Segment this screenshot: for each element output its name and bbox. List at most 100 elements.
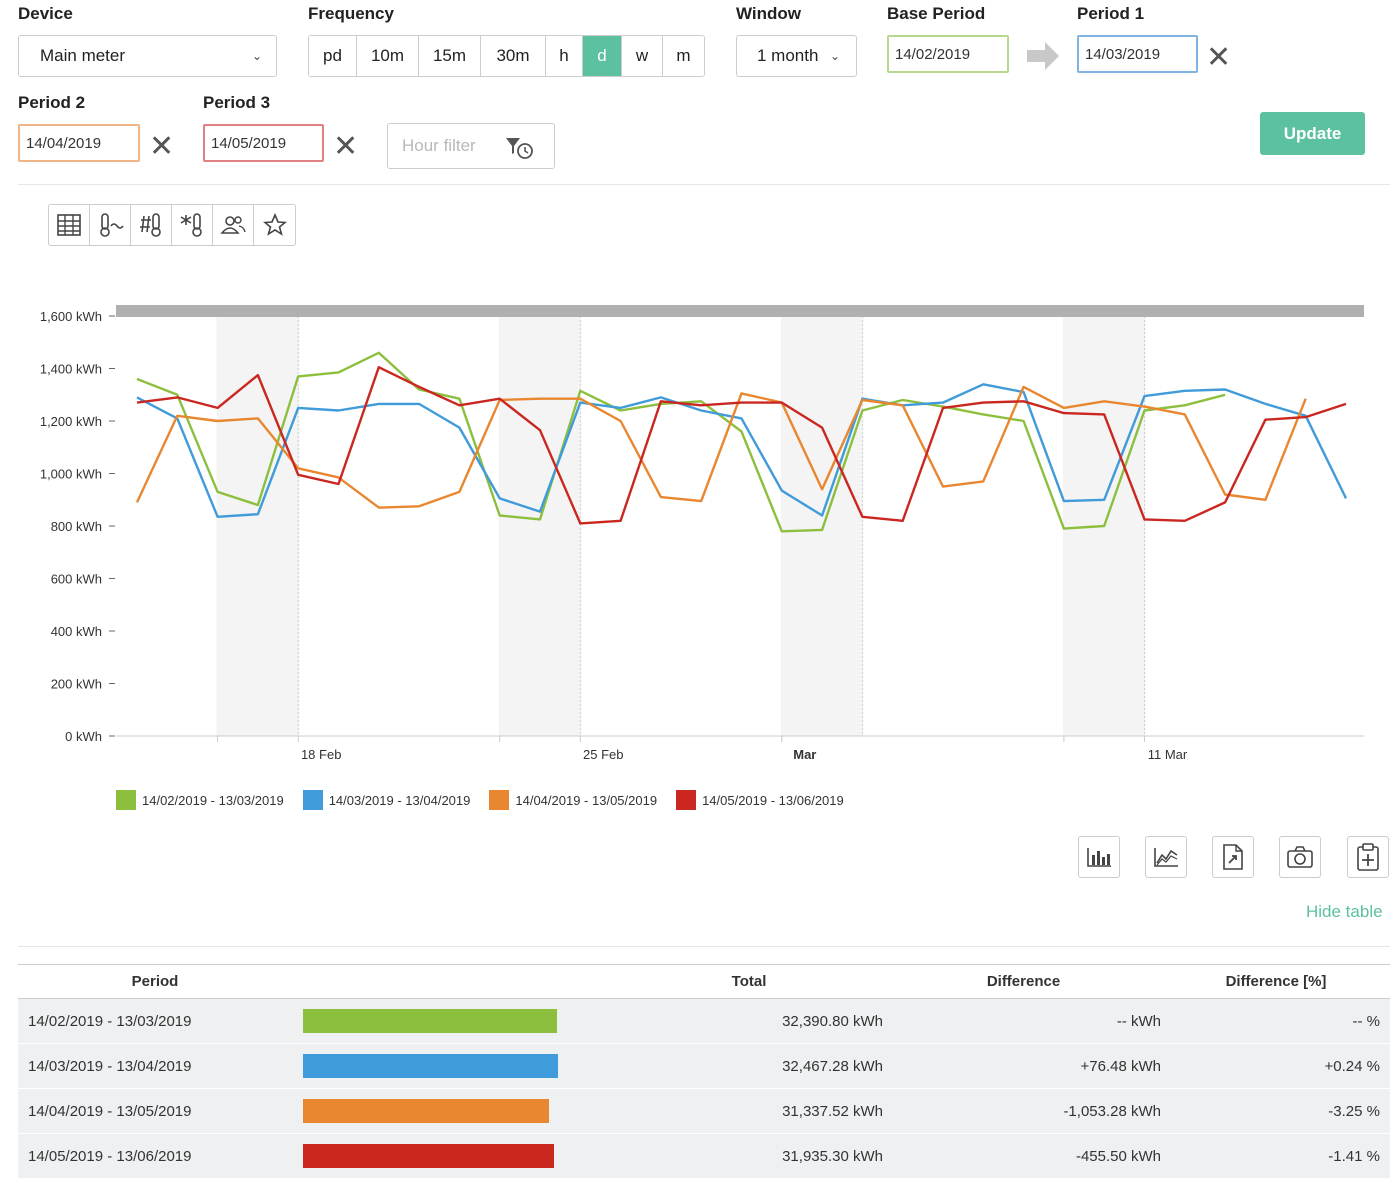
legend-label: 14/04/2019 - 13/05/2019 bbox=[515, 792, 658, 808]
bar-cell bbox=[292, 1043, 564, 1089]
clear-period3-icon[interactable]: ✕ bbox=[333, 130, 359, 163]
total-bar bbox=[303, 1054, 558, 1078]
period2-input[interactable]: 14/04/2019 bbox=[18, 124, 140, 162]
y-tick-label: 800 kWh bbox=[51, 519, 102, 534]
legend-swatch bbox=[489, 790, 510, 810]
table-row: 14/05/2019 - 13/06/2019 31,935.30 kWh -455… bbox=[18, 1133, 1390, 1179]
y-tick-label: 1,400 kWh bbox=[40, 362, 102, 377]
y-tick-label: 1,200 kWh bbox=[40, 414, 102, 429]
difference-pct-header: Difference [%] bbox=[1162, 964, 1390, 999]
hour-filter-placeholder: Hour filter bbox=[402, 136, 476, 155]
table-row: 14/03/2019 - 13/04/2019 32,467.28 kWh +76.… bbox=[18, 1043, 1390, 1089]
device-select[interactable]: Main meter ⌄ bbox=[18, 35, 277, 77]
y-tick-label: 1,600 kWh bbox=[40, 309, 102, 324]
total-cell: 32,390.80 kWh bbox=[564, 998, 885, 1044]
update-button[interactable]: Update bbox=[1260, 112, 1365, 155]
total-cell: 31,337.52 kWh bbox=[564, 1088, 885, 1134]
bar-chart-icon[interactable] bbox=[1078, 836, 1120, 878]
divider bbox=[18, 946, 1390, 947]
frequency-option-10m[interactable]: 10m bbox=[357, 36, 419, 76]
frequency-option-h[interactable]: h bbox=[546, 36, 583, 76]
table-row: 14/02/2019 - 13/03/2019 32,390.80 kWh -- k… bbox=[18, 998, 1390, 1044]
camera-icon[interactable] bbox=[1279, 836, 1321, 878]
frequency-option-w[interactable]: w bbox=[622, 36, 663, 76]
clipboard-add-icon[interactable] bbox=[1347, 836, 1389, 878]
x-tick-label: 18 Feb bbox=[301, 747, 341, 762]
frost-temperature-icon[interactable] bbox=[172, 205, 213, 245]
consumption-chart: 0 kWh 200 kWh 400 kWh 600 kWh 800 kWh 1,000 k… bbox=[40, 305, 1364, 762]
y-tick-label: 400 kWh bbox=[51, 624, 102, 639]
difference-header: Difference bbox=[885, 964, 1162, 999]
difference-pct-cell: -3.25 % bbox=[1162, 1088, 1390, 1134]
difference-cell: -1,053.28 kWh bbox=[885, 1088, 1162, 1134]
difference-pct-cell: +0.24 % bbox=[1162, 1043, 1390, 1089]
comparison-table: Period Total Difference Difference [%] 1… bbox=[18, 964, 1390, 1179]
chevron-down-icon: ⌄ bbox=[251, 49, 262, 63]
line-chart-icon[interactable] bbox=[1145, 836, 1187, 878]
legend-label: 14/03/2019 - 13/04/2019 bbox=[328, 792, 471, 808]
chevron-down-icon: ⌄ bbox=[829, 49, 840, 63]
favorite-star-icon[interactable] bbox=[254, 205, 295, 245]
x-tick-label: 11 Mar bbox=[1148, 747, 1188, 762]
device-value: Main meter bbox=[40, 46, 126, 65]
bar-header bbox=[292, 964, 564, 999]
period1-input[interactable]: 14/03/2019 bbox=[1077, 35, 1198, 73]
hour-filter-input[interactable]: Hour filter bbox=[387, 123, 555, 169]
table-icon[interactable] bbox=[49, 205, 90, 245]
clear-period1-icon[interactable]: ✕ bbox=[1206, 41, 1232, 74]
occupancy-icon[interactable] bbox=[213, 205, 254, 245]
hide-table-link[interactable]: Hide table bbox=[1306, 902, 1383, 921]
divider bbox=[18, 184, 1390, 185]
arrow-right-icon bbox=[1027, 42, 1059, 70]
frequency-option-30m[interactable]: 30m bbox=[481, 36, 546, 76]
total-cell: 32,467.28 kWh bbox=[564, 1043, 885, 1089]
x-tick-label: Mar bbox=[793, 747, 816, 762]
period-cell: 14/04/2019 - 13/05/2019 bbox=[18, 1088, 292, 1134]
base-period-label: Base Period bbox=[887, 4, 986, 23]
period1-label: Period 1 bbox=[1077, 4, 1145, 23]
period-cell: 14/05/2019 - 13/06/2019 bbox=[18, 1133, 292, 1179]
frequency-option-pd[interactable]: pd bbox=[309, 36, 357, 76]
degree-days-icon[interactable] bbox=[131, 205, 172, 245]
filter-clock-icon bbox=[506, 138, 533, 159]
period-cell: 14/02/2019 - 13/03/2019 bbox=[18, 998, 292, 1044]
legend-item[interactable]: 14/04/2019 - 13/05/2019 bbox=[489, 790, 657, 810]
bar-cell bbox=[292, 998, 564, 1044]
total-cell: 31,935.30 kWh bbox=[564, 1133, 885, 1179]
legend-item[interactable]: 14/05/2019 - 13/06/2019 bbox=[676, 790, 844, 810]
table-header-row: Period Total Difference Difference [%] bbox=[18, 964, 1390, 999]
difference-cell: -455.50 kWh bbox=[885, 1133, 1162, 1179]
period-cell: 14/03/2019 - 13/04/2019 bbox=[18, 1043, 292, 1089]
window-value: 1 month bbox=[757, 46, 819, 65]
period3-input[interactable]: 14/05/2019 bbox=[203, 124, 324, 162]
legend-label: 14/02/2019 - 13/03/2019 bbox=[142, 792, 284, 808]
export-file-icon[interactable] bbox=[1212, 836, 1254, 878]
series-line-2 bbox=[136, 383, 1348, 519]
bar-cell bbox=[292, 1088, 564, 1134]
frequency-selector: pd 10m 15m 30m h d w m bbox=[308, 35, 705, 77]
total-bar bbox=[303, 1009, 558, 1033]
series-line-3 bbox=[135, 385, 1307, 509]
bar-cell bbox=[292, 1133, 564, 1179]
y-tick-label: 200 kWh bbox=[51, 677, 102, 692]
clear-period2-icon[interactable]: ✕ bbox=[149, 130, 175, 163]
series-line-1 bbox=[136, 351, 1226, 533]
frequency-option-d[interactable]: d bbox=[583, 36, 622, 76]
weekend-band bbox=[780, 316, 864, 736]
weekend-band bbox=[216, 316, 300, 736]
frequency-option-15m[interactable]: 15m bbox=[419, 36, 481, 76]
chart-overlay-toolbar bbox=[48, 204, 296, 246]
legend-swatch bbox=[676, 790, 697, 810]
y-tick-label: 600 kWh bbox=[51, 572, 102, 587]
legend-item[interactable]: 14/02/2019 - 13/03/2019 bbox=[116, 790, 284, 810]
legend-swatch bbox=[116, 790, 136, 810]
period2-label: Period 2 bbox=[18, 93, 86, 112]
window-select[interactable]: 1 month ⌄ bbox=[736, 35, 857, 77]
base-period-input[interactable]: 14/02/2019 bbox=[887, 35, 1009, 73]
frequency-option-m[interactable]: m bbox=[663, 36, 704, 76]
x-tick-label: 25 Feb bbox=[583, 747, 623, 762]
temperature-trend-icon[interactable] bbox=[90, 205, 131, 245]
legend-item[interactable]: 14/03/2019 - 13/04/2019 bbox=[302, 790, 471, 810]
period3-label: Period 3 bbox=[203, 93, 271, 112]
weekend-band bbox=[498, 316, 582, 736]
